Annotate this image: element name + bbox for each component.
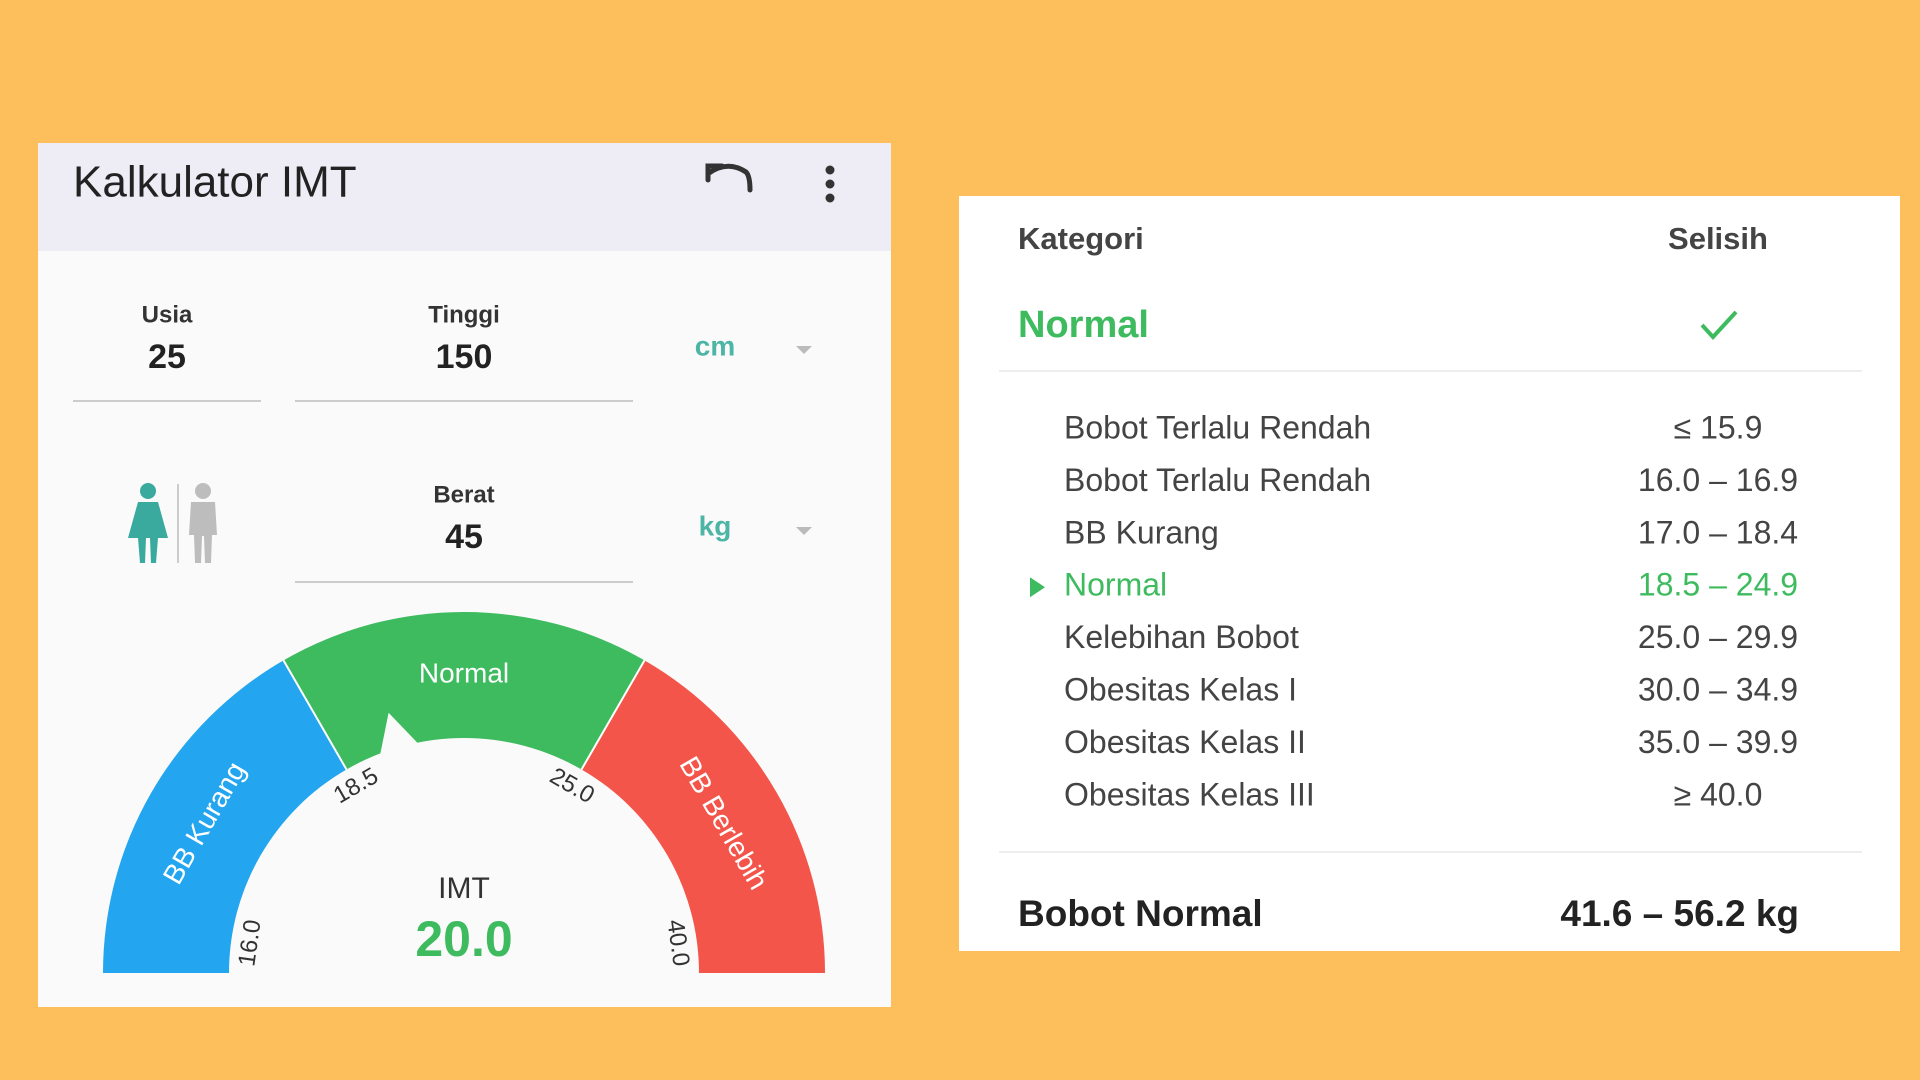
undo-button[interactable] [705,163,753,193]
category-name: BB Kurang [1064,514,1219,550]
unit-value: cm [695,330,735,361]
menu-button[interactable] [825,165,835,203]
gauge-label: IMT [438,872,490,905]
row-marker [1030,577,1045,598]
height-field[interactable]: Tinggi 150 [295,301,633,402]
gauge-segment [581,660,825,973]
category-name: Kelebihan Bobot [1064,619,1299,655]
field-value: 25 [148,338,186,376]
female-icon[interactable] [128,483,168,563]
unit-value: kg [699,510,732,541]
category-name: Bobot Terlalu Rendah [1064,409,1371,445]
category-range: ≥ 40.0 [1674,776,1763,812]
category-range: 16.0 – 16.9 [1638,462,1798,498]
category-range: 25.0 – 29.9 [1638,619,1798,655]
gender-toggle[interactable] [128,483,217,563]
category-table: Bobot Terlalu Rendah ≤ 15.9 Bobot Terlalu … [1030,409,1798,812]
check-icon [1700,310,1738,340]
app-title: Kalkulator IMT [73,158,357,207]
tick-label: 40.0 [661,918,694,968]
gauge-segment [283,611,645,770]
category-range: ≤ 15.9 [1674,409,1763,445]
tick-label: 16.0 [233,918,266,968]
field-label: Tinggi [428,301,500,328]
weight-unit-select[interactable]: kg [699,510,812,541]
male-icon[interactable] [189,483,217,563]
category-range: 35.0 – 39.9 [1638,724,1798,760]
category-range: 18.5 – 24.9 [1638,567,1798,603]
column-header: Selisih [1668,221,1768,256]
height-unit-select[interactable]: cm [695,330,812,361]
category-name: Bobot Terlalu Rendah [1064,462,1371,498]
field-label: Berat [433,481,494,508]
app-bar [38,143,891,251]
tick-line [282,659,348,770]
field-value: 150 [436,338,493,376]
bmi-value: 20.0 [415,911,512,967]
dropdown-arrow [796,527,812,535]
category-card [959,196,1900,951]
category-name: Normal [1064,567,1167,603]
column-header: Kategori [1018,221,1144,256]
category-name: Obesitas Kelas I [1064,671,1297,707]
footer-label: Bobot Normal [1018,893,1263,934]
category-range: 17.0 – 18.4 [1638,514,1798,550]
tick-line [580,659,646,770]
category-name: Obesitas Kelas II [1064,724,1306,760]
weight-field[interactable]: Berat 45 [295,481,633,583]
segment-label: Normal [419,657,509,688]
category-range: 30.0 – 34.9 [1638,671,1798,707]
category-name: Obesitas Kelas III [1064,776,1315,812]
field-label: Usia [142,301,193,328]
dropdown-arrow [796,346,812,354]
footer-value: 41.6 – 56.2 kg [1560,893,1799,934]
gauge-segment [103,660,347,973]
field-value: 45 [445,518,483,556]
status-category: Normal [1018,304,1149,346]
bmi-pointer [379,712,419,756]
age-field[interactable]: Usia 25 [73,301,261,402]
